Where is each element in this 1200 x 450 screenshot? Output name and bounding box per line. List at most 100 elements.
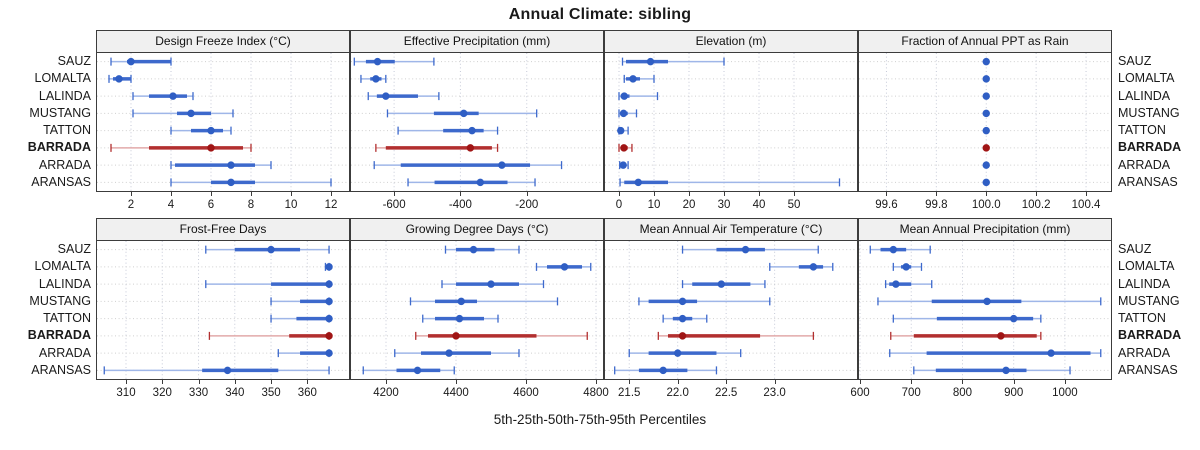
axis-tick-label: 99.8	[925, 199, 948, 211]
whisker	[623, 74, 655, 83]
median-dot	[169, 92, 177, 100]
panel-canvas	[97, 53, 349, 191]
whisker	[892, 314, 1042, 323]
axis-tick-label: 100.0	[971, 199, 1001, 211]
site-label-sauz: SAUZ	[57, 242, 91, 257]
axis-tick-label: 99.6	[875, 199, 898, 211]
median-dot	[982, 144, 990, 152]
axis-tick	[271, 380, 273, 384]
axis-tick-label: 900	[1004, 387, 1024, 399]
site-label-sauz: SAUZ	[1118, 54, 1152, 69]
median-dot	[227, 178, 235, 187]
site-label-sauz: SAUZ	[57, 54, 91, 69]
axis-tick-label: 310	[116, 387, 136, 399]
chart-title: Annual Climate: sibling	[508, 6, 692, 23]
site-label-aransas: ARANSAS	[1118, 174, 1178, 189]
median-dot	[982, 75, 990, 83]
median-dot	[982, 57, 990, 66]
panel-strip-title: Growing Degree Days (°C)	[351, 219, 603, 241]
panel-canvas	[859, 241, 1111, 379]
site-label-barrada: BARRADA	[1118, 328, 1182, 343]
axis-tick-label: 40	[752, 199, 766, 211]
site-label-lomalta: LOMALTA	[1118, 71, 1175, 86]
axis-tick-label: 4800	[583, 387, 609, 399]
median-dot	[382, 92, 390, 100]
axis-tick-label: 4400	[443, 387, 469, 399]
panel-strip-title: Fraction of Annual PPT as Rain	[859, 31, 1111, 53]
panel-design-freeze-index-c: Design Freeze Index (°C)	[96, 30, 350, 192]
panel-strip-title: Mean Annual Precipitation (mm)	[859, 219, 1111, 241]
site-label-mustang: MUSTANG	[1118, 105, 1180, 120]
median-dot	[678, 314, 687, 323]
site-label-barrada: BARRADA	[27, 140, 91, 155]
panel-strip-title: Mean Annual Air Temperature (°C)	[605, 219, 857, 241]
axis-tick	[986, 192, 988, 196]
whisker	[394, 349, 520, 358]
panel-canvas	[859, 53, 1111, 191]
axis-tick	[689, 192, 690, 196]
axis-tick	[234, 380, 236, 384]
median-dot	[325, 280, 333, 288]
whisker	[132, 109, 234, 118]
axis-tick-label: -600	[382, 199, 406, 211]
median-dot	[223, 366, 232, 375]
median-dot	[634, 178, 642, 187]
site-label-arrada: ARRADA	[1118, 157, 1171, 172]
axis-tick	[291, 192, 292, 196]
axis-tick-label: 8	[247, 199, 255, 211]
median-dot	[466, 144, 475, 152]
whisker	[869, 245, 931, 254]
site-label-tatton: TATTON	[1118, 311, 1166, 326]
site-label-mustang: MUSTANG	[29, 293, 91, 308]
site-label-barrada: BARRADA	[1118, 140, 1182, 155]
median-dot	[325, 314, 333, 323]
median-dot	[325, 297, 333, 306]
axis-tick-label: 20	[682, 199, 696, 211]
panel-canvas	[351, 53, 603, 191]
axis-tick-label: 21.5	[618, 387, 641, 399]
axis-tick	[619, 192, 620, 196]
axis-tick	[198, 380, 200, 384]
median-dot	[982, 109, 990, 118]
site-label-arrada: ARRADA	[1118, 345, 1171, 360]
median-dot	[982, 126, 990, 135]
whisker	[270, 297, 330, 306]
axis-tick	[126, 380, 127, 384]
axis-tick	[936, 192, 938, 196]
axis-tick-label: 340	[225, 387, 245, 399]
axis-tick	[911, 380, 913, 384]
median-dot	[445, 349, 453, 357]
axis-tick	[1036, 192, 1038, 196]
median-dot	[457, 297, 465, 306]
axis-tick	[677, 380, 679, 384]
panel-strip-title: Design Freeze Index (°C)	[97, 31, 349, 53]
panel-elevation-m: Elevation (m)	[604, 30, 858, 192]
median-dot	[325, 332, 333, 340]
panel-strip-title: Elevation (m)	[605, 31, 857, 53]
axis-tick-label: -400	[448, 199, 472, 211]
axis-tick-label: 22.0	[666, 387, 689, 399]
whisker	[110, 143, 252, 152]
median-dot	[373, 57, 382, 66]
whisker	[375, 143, 499, 152]
axis-tick-label: 50	[787, 199, 801, 211]
axis-tick-label: 1000	[1052, 387, 1078, 399]
median-dot	[982, 178, 990, 187]
axis-tick-label: 10	[284, 199, 298, 211]
axis-tick	[307, 380, 309, 384]
whisker	[367, 92, 440, 101]
site-label-lalinda: LALINDA	[1118, 276, 1171, 291]
whisker	[110, 57, 172, 66]
axis-tick	[1064, 380, 1066, 384]
median-dot	[487, 280, 495, 288]
median-dot	[498, 161, 506, 169]
site-label-lomalta: LOMALTA	[1118, 259, 1175, 274]
axis-tick-label: 10	[647, 199, 661, 211]
median-dot	[617, 126, 625, 135]
whisker	[409, 297, 559, 306]
axis-tick	[794, 192, 795, 196]
panel-growing-degree-days-c: Growing Degree Days (°C)	[350, 218, 604, 380]
whisker	[208, 331, 330, 340]
whisker	[270, 314, 330, 323]
